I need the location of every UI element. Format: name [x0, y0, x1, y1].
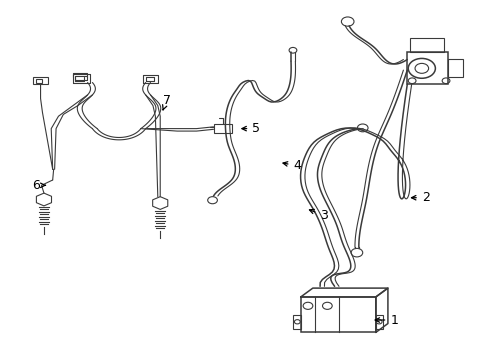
Text: 5: 5: [242, 122, 260, 135]
Bar: [301, 297, 376, 332]
Bar: [36, 79, 42, 82]
Bar: [448, 59, 463, 77]
Text: 7: 7: [163, 94, 171, 110]
Text: 3: 3: [310, 209, 328, 222]
Text: 1: 1: [375, 314, 398, 327]
Text: 2: 2: [412, 191, 430, 204]
Bar: [410, 38, 443, 53]
Bar: [294, 315, 301, 329]
Text: 6: 6: [32, 179, 46, 192]
Bar: [214, 124, 232, 133]
Text: 4: 4: [283, 159, 301, 172]
Bar: [407, 53, 448, 84]
Bar: [33, 77, 49, 84]
Bar: [376, 315, 383, 329]
